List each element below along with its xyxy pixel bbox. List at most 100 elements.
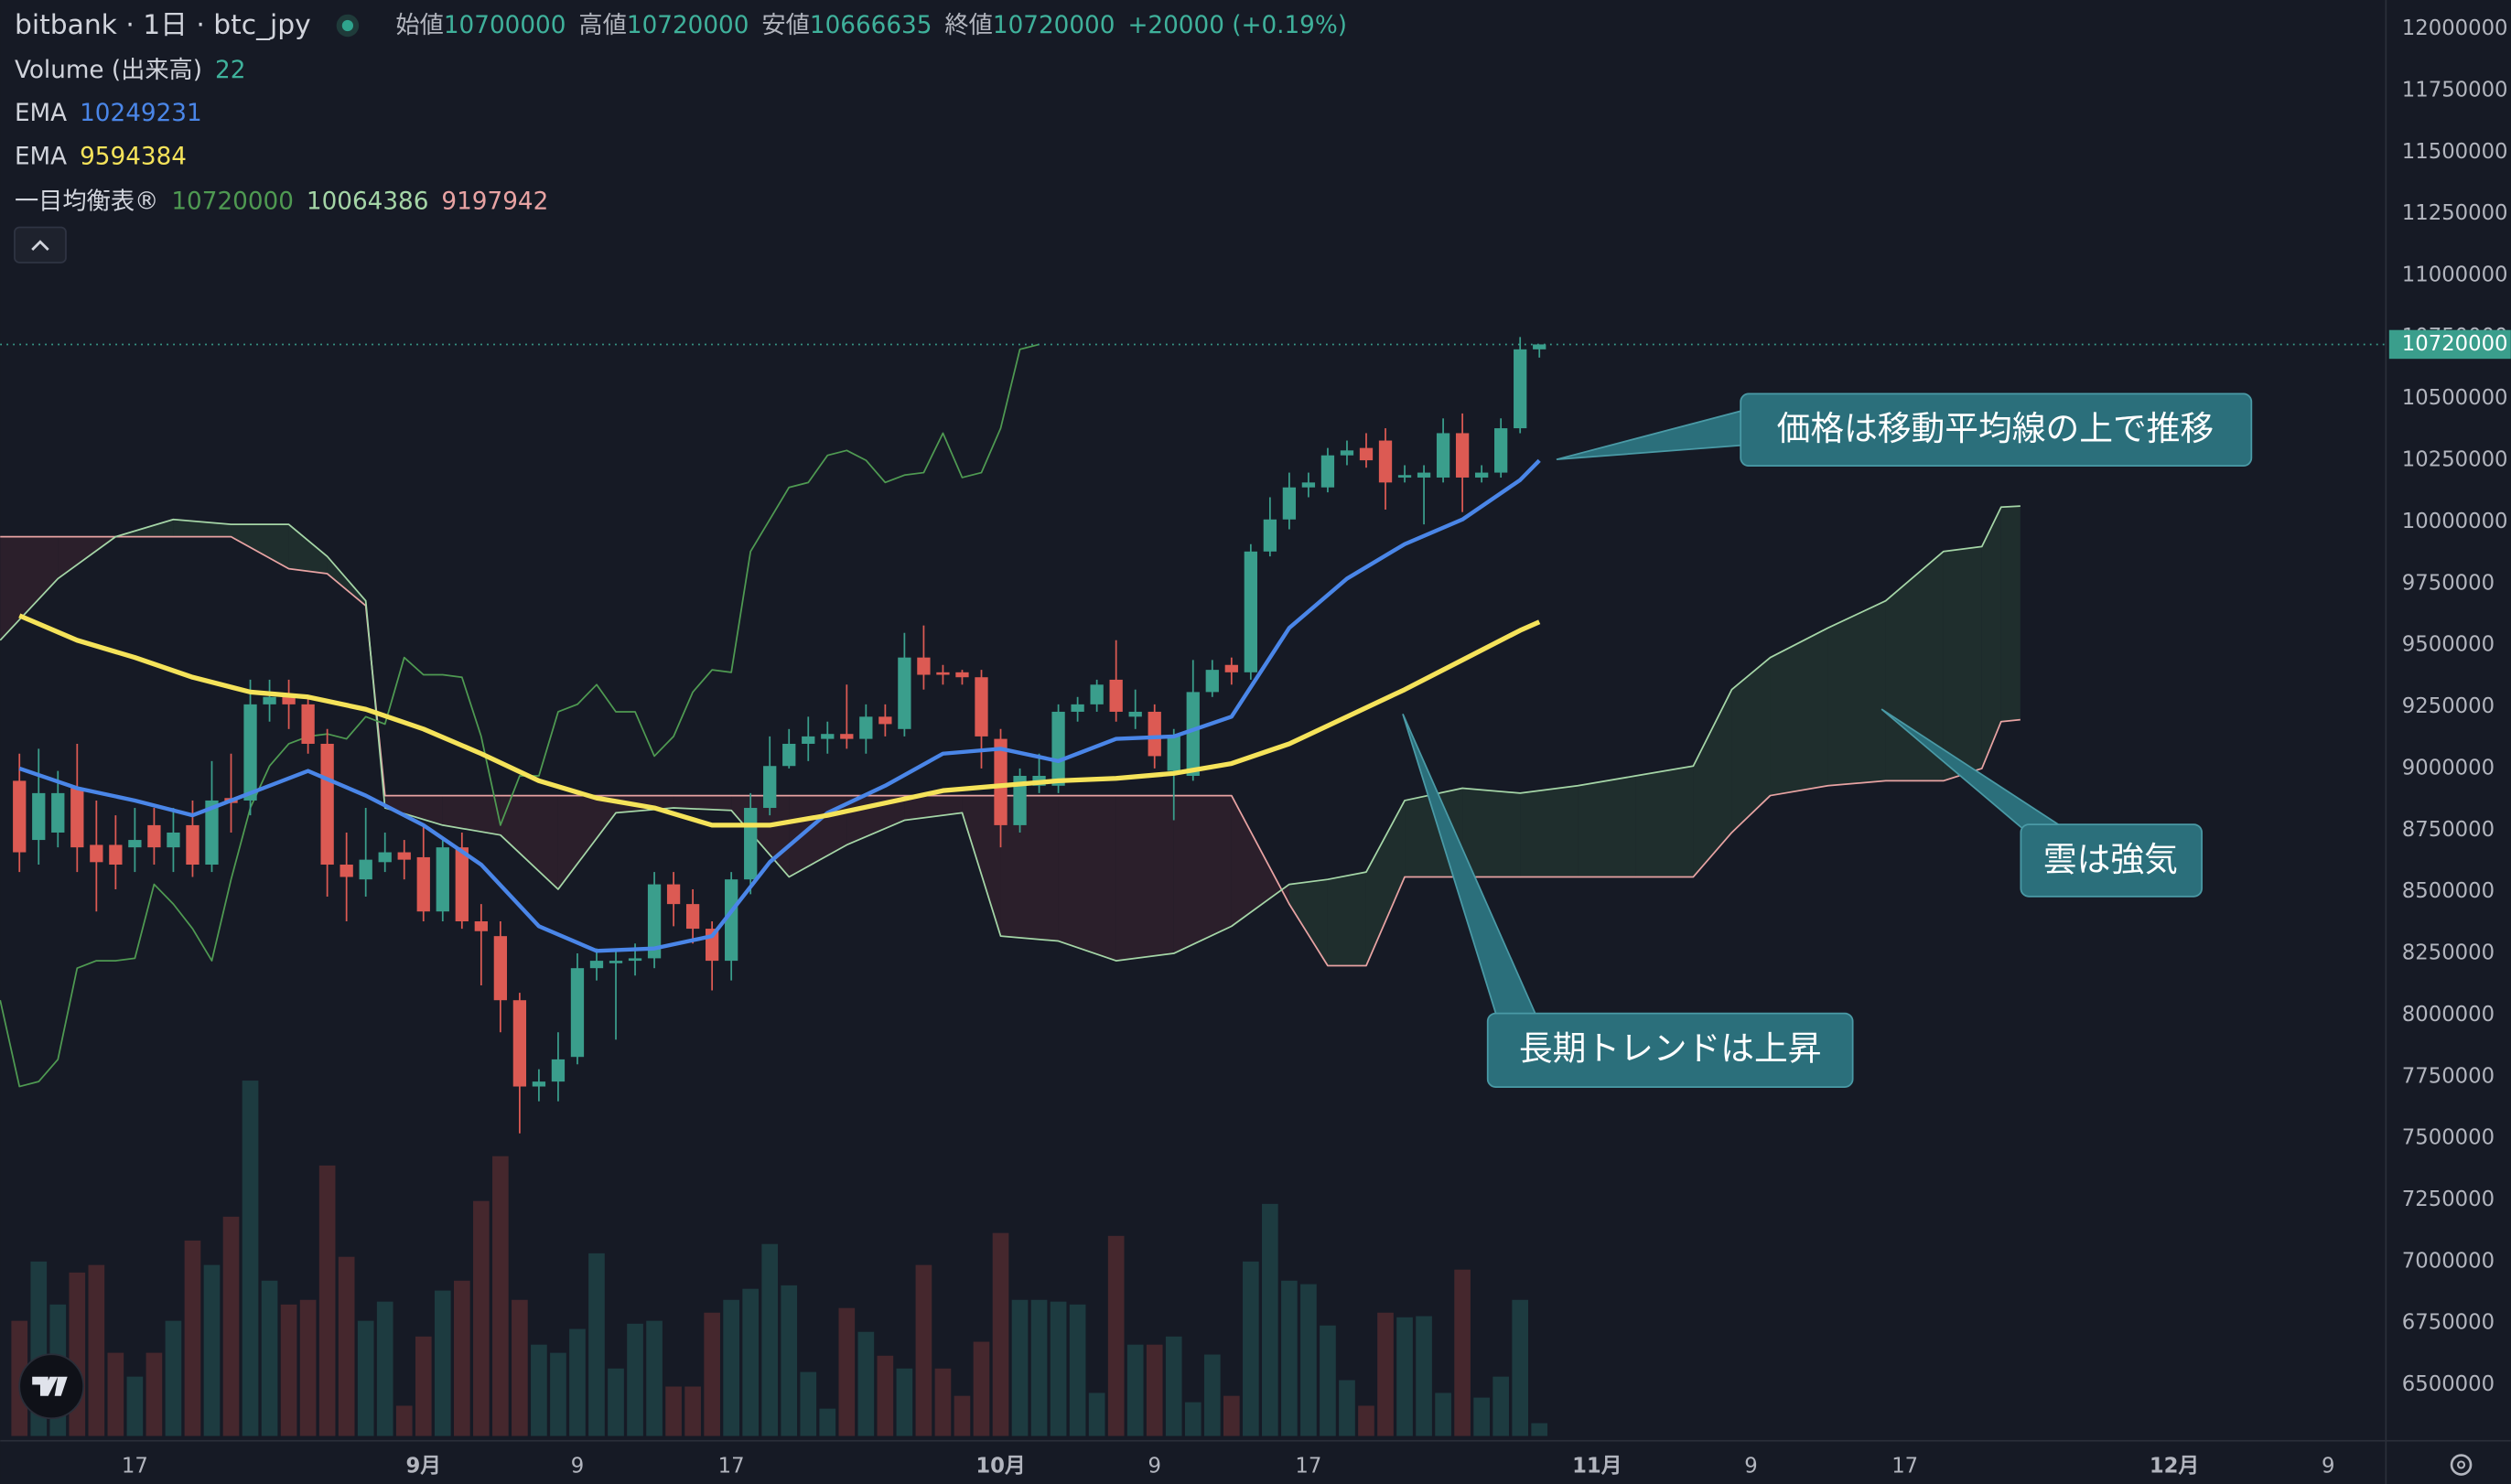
legend-label: EMA [15, 143, 67, 170]
candle-body [1167, 736, 1180, 771]
callout-box [1740, 393, 2253, 468]
candle-body [378, 852, 392, 863]
collapse-button-box[interactable] [14, 226, 67, 263]
y-tick-label: 6750000 [2402, 1311, 2495, 1335]
candle-body [859, 716, 873, 739]
close-value: 10720000 [993, 11, 1115, 38]
candle-body [455, 847, 469, 921]
cloud-fill [1000, 795, 1059, 941]
y-tick-label: 9500000 [2402, 633, 2495, 657]
legend-value: 10064386 [307, 188, 429, 215]
cloud-fill [1520, 785, 1579, 877]
volume-bar [184, 1240, 201, 1436]
cloud-fill [1578, 776, 1636, 877]
cloud-fill [1827, 600, 1886, 786]
status-dot [341, 19, 354, 32]
volume-bar [338, 1256, 355, 1436]
candle-body [1013, 776, 1027, 825]
candle-body [647, 884, 662, 959]
volume-bar [1435, 1393, 1451, 1436]
volume-bar [896, 1368, 913, 1436]
cloud-fill [1115, 795, 1174, 962]
axes: 6500000 6750000 7000000 7250000 7500000 77500… [122, 16, 2511, 1478]
cloud-fill [384, 795, 443, 825]
candle-body [1263, 519, 1277, 552]
cloud-fill [1981, 507, 2001, 769]
volume-bar [126, 1376, 144, 1436]
volume-bar [665, 1386, 682, 1436]
volume-bar [1512, 1299, 1529, 1436]
legend-volume: Volume (出来高) 22 [15, 56, 245, 83]
cloud-fill [288, 524, 328, 575]
logo[interactable] [18, 1353, 85, 1420]
candle-body [32, 792, 46, 841]
volume-bar [531, 1344, 547, 1436]
volume-bar [280, 1304, 297, 1436]
price-label: 10720000 [2402, 332, 2508, 356]
volume-bar [704, 1312, 720, 1436]
volume-bar [915, 1264, 932, 1436]
volume-bar [1243, 1261, 1259, 1436]
y-tick-label: 7500000 [2402, 1126, 2495, 1150]
cloud-fill [1327, 872, 1366, 966]
cloud-fill [1462, 788, 1521, 877]
x-tick-label: 9 [2322, 1454, 2334, 1478]
lagging-span-line [0, 343, 1040, 1088]
x-tick-label: 9 [1148, 1454, 1160, 1478]
x-tick-label: 9 [1744, 1454, 1757, 1478]
volume-bar [1126, 1344, 1144, 1436]
candle-body [763, 766, 777, 809]
legend-value: 9197942 [441, 188, 548, 215]
volume-bar [1396, 1317, 1413, 1436]
volume-bar [203, 1264, 221, 1436]
candle-body [570, 968, 585, 1058]
cloud-fill [1173, 795, 1232, 954]
callout-text: 雲は強気 [2043, 840, 2178, 879]
y-tick-label: 9000000 [2402, 756, 2495, 780]
volume-bar [1377, 1312, 1394, 1436]
volume-bar [1107, 1235, 1125, 1436]
open-value: 10700000 [444, 11, 566, 38]
volume-bar [877, 1355, 894, 1436]
span-b-line [0, 535, 2021, 967]
volume-bar [742, 1288, 760, 1436]
y-tick-label: 9250000 [2402, 694, 2495, 718]
candle-body [1244, 551, 1257, 672]
candle-body [13, 780, 27, 853]
settings-button[interactable] [2450, 1454, 2473, 1476]
volume-bar [1203, 1354, 1221, 1436]
candle-body [51, 792, 65, 833]
low-value: 10666635 [810, 11, 932, 38]
volume-bar [723, 1299, 739, 1436]
settings-icon-center[interactable] [2456, 1460, 2466, 1469]
volume-bar [1454, 1269, 1471, 1436]
cloud-fill [557, 795, 617, 889]
candle-body [1359, 447, 1374, 461]
legend-ichimoku: 一目均衡表® 10720000 10064386 9197942 [15, 188, 548, 215]
y-tick-label: 8500000 [2402, 879, 2495, 903]
settings-icon[interactable] [2450, 1454, 2473, 1476]
candle-body [609, 961, 623, 963]
y-tick-label: 10500000 [2402, 386, 2508, 410]
volume-bar [107, 1352, 124, 1436]
volume-bar [550, 1352, 566, 1436]
candle-body [1320, 455, 1335, 488]
legend-value: 10249231 [80, 100, 202, 127]
volume-bar [357, 1320, 374, 1436]
volume-bar [608, 1368, 624, 1436]
candle-body [128, 840, 142, 848]
high-label: 高値 [578, 11, 626, 38]
volume-bar [954, 1395, 971, 1436]
volume-bar [934, 1368, 952, 1436]
collapse-icon[interactable] [31, 240, 49, 251]
collapse-button[interactable] [14, 226, 67, 263]
volume-bar [492, 1156, 509, 1436]
candle-body [1071, 704, 1084, 712]
cloud-fill [1288, 879, 1328, 966]
volume-bar [1473, 1397, 1490, 1436]
logo-mark[interactable] [32, 1376, 68, 1396]
callout: 長期トレンドは上昇 [1402, 714, 1854, 1088]
candle-body [416, 856, 430, 912]
legend-label: Volume (出来高) [15, 56, 202, 83]
